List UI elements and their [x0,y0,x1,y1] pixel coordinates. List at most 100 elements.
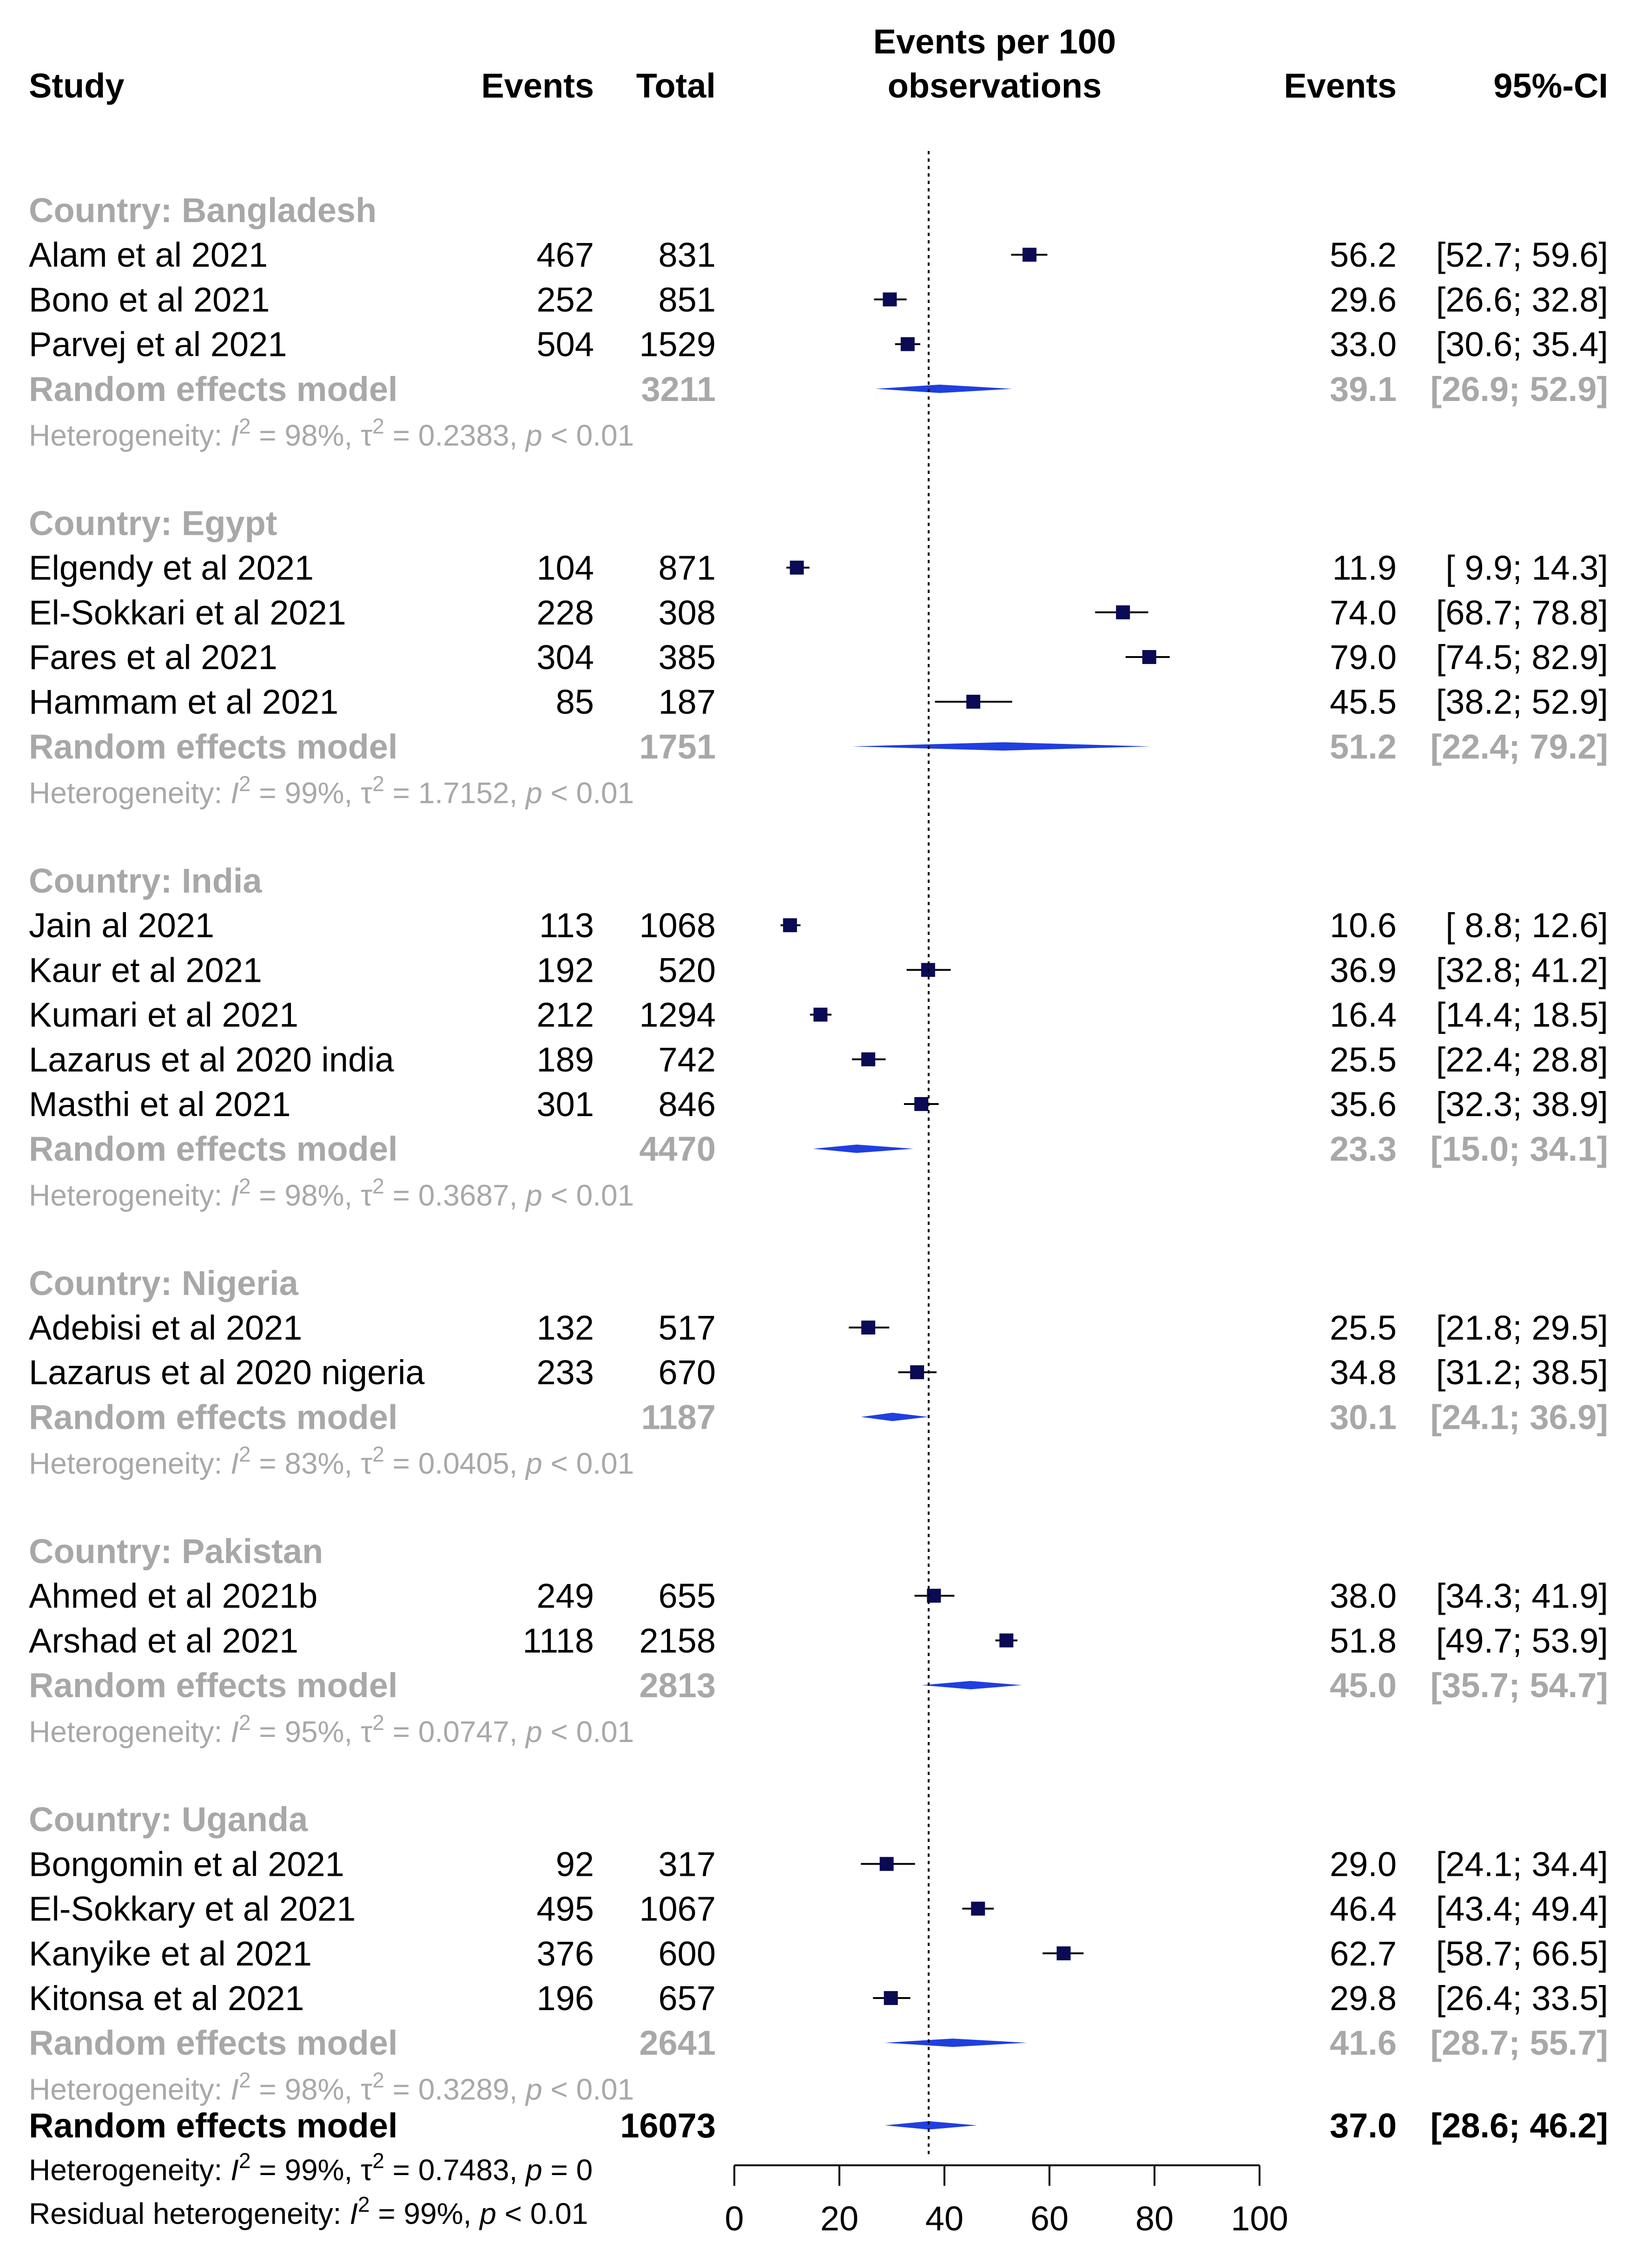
study-estimate: 33.0 [1330,325,1397,364]
pooled-ci: [24.1; 36.9] [1430,1398,1608,1436]
x-tick-label: 20 [820,2199,858,2238]
pooled-ci: [26.9; 52.9] [1430,370,1608,408]
heterogeneity-text: Heterogeneity: I2 = 99%, τ2 = 1.7152, p … [29,772,634,810]
study-name: Lazarus et al 2020 india [29,1040,395,1079]
study-point [783,918,797,933]
study-name: Parvej et al 2021 [29,325,287,364]
study-total: 517 [659,1308,716,1347]
study-events: 85 [556,683,594,721]
study-point [971,1901,985,1916]
study-point [914,1097,929,1111]
study-ci: [ 9.9; 14.3] [1445,549,1608,587]
pooled-diamond [861,1413,928,1421]
pooled-diamond [875,384,1012,393]
study-events: 1118 [522,1621,594,1660]
study-ci: [49.7; 53.9] [1436,1621,1608,1660]
study-events: 196 [537,1979,594,2018]
header-axis-title-line1: Events per 100 [873,22,1116,61]
study-name: Jain al 2021 [29,906,214,945]
study-estimate: 56.2 [1330,236,1397,274]
pooled-total: 3211 [641,370,716,408]
pooled-total: 1187 [641,1398,716,1436]
study-estimate: 62.7 [1330,1934,1397,1973]
study-name: Bono et al 2021 [29,280,270,319]
pooled-total: 1751 [639,727,716,766]
study-events: 92 [556,1845,594,1883]
study-estimate: 45.5 [1330,683,1397,721]
heterogeneity-text: Heterogeneity: I2 = 98%, τ2 = 0.3687, p … [29,1174,634,1212]
pooled-estimate: 45.0 [1330,1666,1397,1705]
pooled-diamond [922,1681,1022,1689]
pooled-ci: [28.7; 55.7] [1430,2024,1608,2062]
study-estimate: 38.0 [1330,1577,1397,1615]
study-name: Adebisi et al 2021 [29,1308,302,1347]
study-total: 1067 [639,1890,716,1928]
pooled-label: Random effects model [29,370,398,408]
study-total: 2158 [639,1621,716,1660]
study-events: 233 [537,1353,594,1392]
group-label: Country: Bangladesh [29,191,376,230]
study-total: 308 [659,593,716,632]
study-estimate: 36.9 [1330,951,1397,989]
study-estimate: 51.8 [1330,1621,1397,1660]
study-point [1116,605,1130,619]
study-point [861,1321,876,1335]
study-total: 657 [659,1979,716,2018]
group-label: Country: Pakistan [29,1532,323,1571]
pooled-label: Random effects model [29,1666,398,1705]
study-events: 228 [537,593,594,632]
pooled-diamond [885,2038,1027,2047]
study-ci: [43.4; 49.4] [1436,1890,1608,1928]
header-events-est: Events [1284,66,1397,105]
group-label: Country: Egypt [29,504,277,542]
pooled-ci: [35.7; 54.7] [1430,1666,1608,1705]
study-name: Arshad et al 2021 [29,1621,298,1660]
study-point [900,337,915,351]
pooled-estimate: 23.3 [1330,1130,1397,1168]
study-point [1022,248,1037,262]
study-events: 252 [537,280,594,319]
header-axis-title-line2: observations [888,66,1102,105]
x-tick-label: 80 [1135,2199,1174,2238]
study-total: 851 [659,280,716,319]
study-total: 871 [659,549,716,587]
study-name: El-Sokkari et al 2021 [29,593,346,632]
study-total: 187 [659,683,716,721]
study-ci: [26.6; 32.8] [1436,280,1608,319]
header-events: Events [481,66,594,105]
study-events: 301 [537,1085,594,1124]
pooled-ci: [22.4; 79.2] [1430,727,1608,766]
study-total: 846 [659,1085,716,1124]
study-ci: [31.2; 38.5] [1436,1353,1608,1392]
study-events: 132 [537,1308,594,1347]
study-point [813,1007,828,1022]
study-point [966,695,981,709]
pooled-label: Random effects model [29,1130,398,1168]
study-ci: [68.7; 78.8] [1436,593,1608,632]
study-estimate: 29.8 [1330,1979,1397,2018]
study-total: 385 [659,638,716,677]
header-study: Study [29,66,125,105]
study-total: 600 [659,1934,716,1973]
study-ci: [52.7; 59.6] [1436,236,1608,274]
pooled-estimate: 39.1 [1330,370,1397,408]
study-name: Ahmed et al 2021b [29,1577,317,1615]
study-estimate: 10.6 [1330,906,1397,945]
study-name: Bongomin et al 2021 [29,1845,344,1883]
pooled-diamond [852,742,1150,751]
overall-estimate: 37.0 [1330,2106,1397,2145]
study-point [883,292,897,307]
study-estimate: 29.6 [1330,280,1397,319]
group-label: Country: Uganda [29,1800,308,1839]
study-total: 655 [659,1577,716,1615]
pooled-total: 4470 [639,1130,716,1168]
x-tick-label: 60 [1030,2199,1069,2238]
study-total: 670 [659,1353,716,1392]
study-total: 831 [659,236,716,274]
header-ci: 95%-CI [1493,66,1608,105]
study-ci: [24.1; 34.4] [1436,1845,1608,1883]
study-name: El-Sokkary et al 2021 [29,1890,356,1928]
study-ci: [21.8; 29.5] [1436,1308,1608,1347]
overall-total: 16073 [620,2106,716,2145]
